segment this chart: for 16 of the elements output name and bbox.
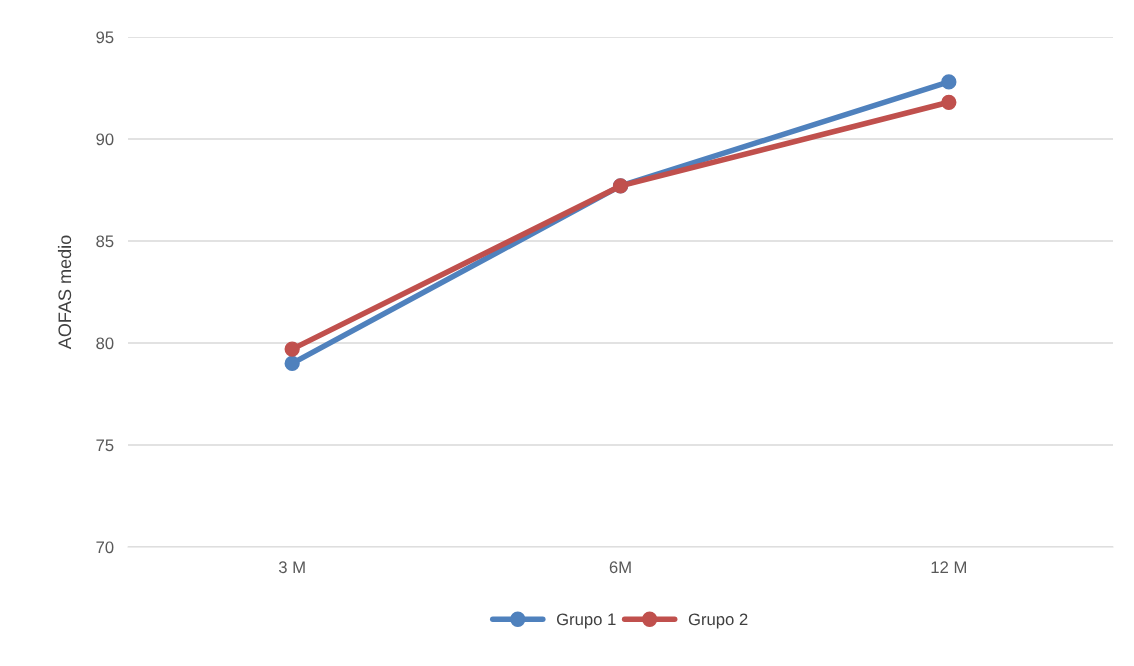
legend-label: Grupo 2 — [688, 613, 748, 629]
y-tick-label: 75 — [96, 439, 114, 452]
point — [941, 74, 957, 90]
y-axis-title: AOFAS medio — [57, 235, 72, 350]
y-tick-label: 80 — [96, 337, 114, 350]
x-tick-label: 3 M — [278, 561, 305, 574]
point — [284, 341, 300, 357]
point — [941, 94, 957, 110]
y-tick-label: 95 — [96, 31, 114, 44]
x-tick-label: 6M — [609, 561, 631, 574]
legend-label: Grupo 1 — [556, 613, 616, 629]
y-tick-label: 90 — [96, 133, 114, 146]
y-tick-label: 70 — [96, 541, 114, 554]
y-tick-label: 85 — [96, 235, 114, 248]
x-tick-label: 12 M — [931, 561, 966, 573]
point — [284, 355, 300, 372]
